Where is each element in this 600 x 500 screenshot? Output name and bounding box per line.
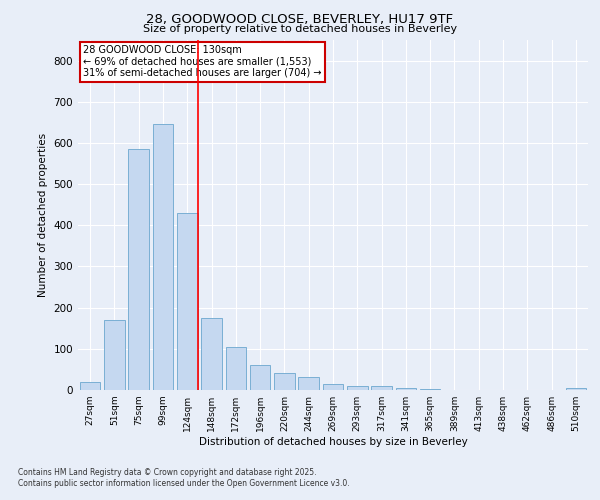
Text: Contains HM Land Registry data © Crown copyright and database right 2025.
Contai: Contains HM Land Registry data © Crown c…: [18, 468, 350, 487]
Bar: [395, 388, 416, 390]
Bar: [226, 347, 246, 390]
Text: Size of property relative to detached houses in Beverley: Size of property relative to detached ho…: [143, 24, 457, 34]
Bar: [152, 124, 173, 390]
Bar: [250, 366, 271, 390]
Text: 28, GOODWOOD CLOSE, BEVERLEY, HU17 9TF: 28, GOODWOOD CLOSE, BEVERLEY, HU17 9TF: [146, 12, 454, 26]
Bar: [104, 320, 125, 390]
Bar: [274, 372, 295, 390]
Bar: [323, 384, 343, 390]
Bar: [201, 318, 222, 390]
Bar: [80, 382, 100, 390]
Bar: [347, 386, 368, 390]
X-axis label: Distribution of detached houses by size in Beverley: Distribution of detached houses by size …: [199, 437, 467, 447]
Bar: [566, 388, 586, 390]
Bar: [298, 377, 319, 390]
Bar: [128, 149, 149, 390]
Y-axis label: Number of detached properties: Number of detached properties: [38, 133, 48, 297]
Text: 28 GOODWOOD CLOSE: 130sqm
← 69% of detached houses are smaller (1,553)
31% of se: 28 GOODWOOD CLOSE: 130sqm ← 69% of detac…: [83, 46, 322, 78]
Bar: [177, 213, 197, 390]
Bar: [371, 386, 392, 390]
Bar: [420, 389, 440, 390]
